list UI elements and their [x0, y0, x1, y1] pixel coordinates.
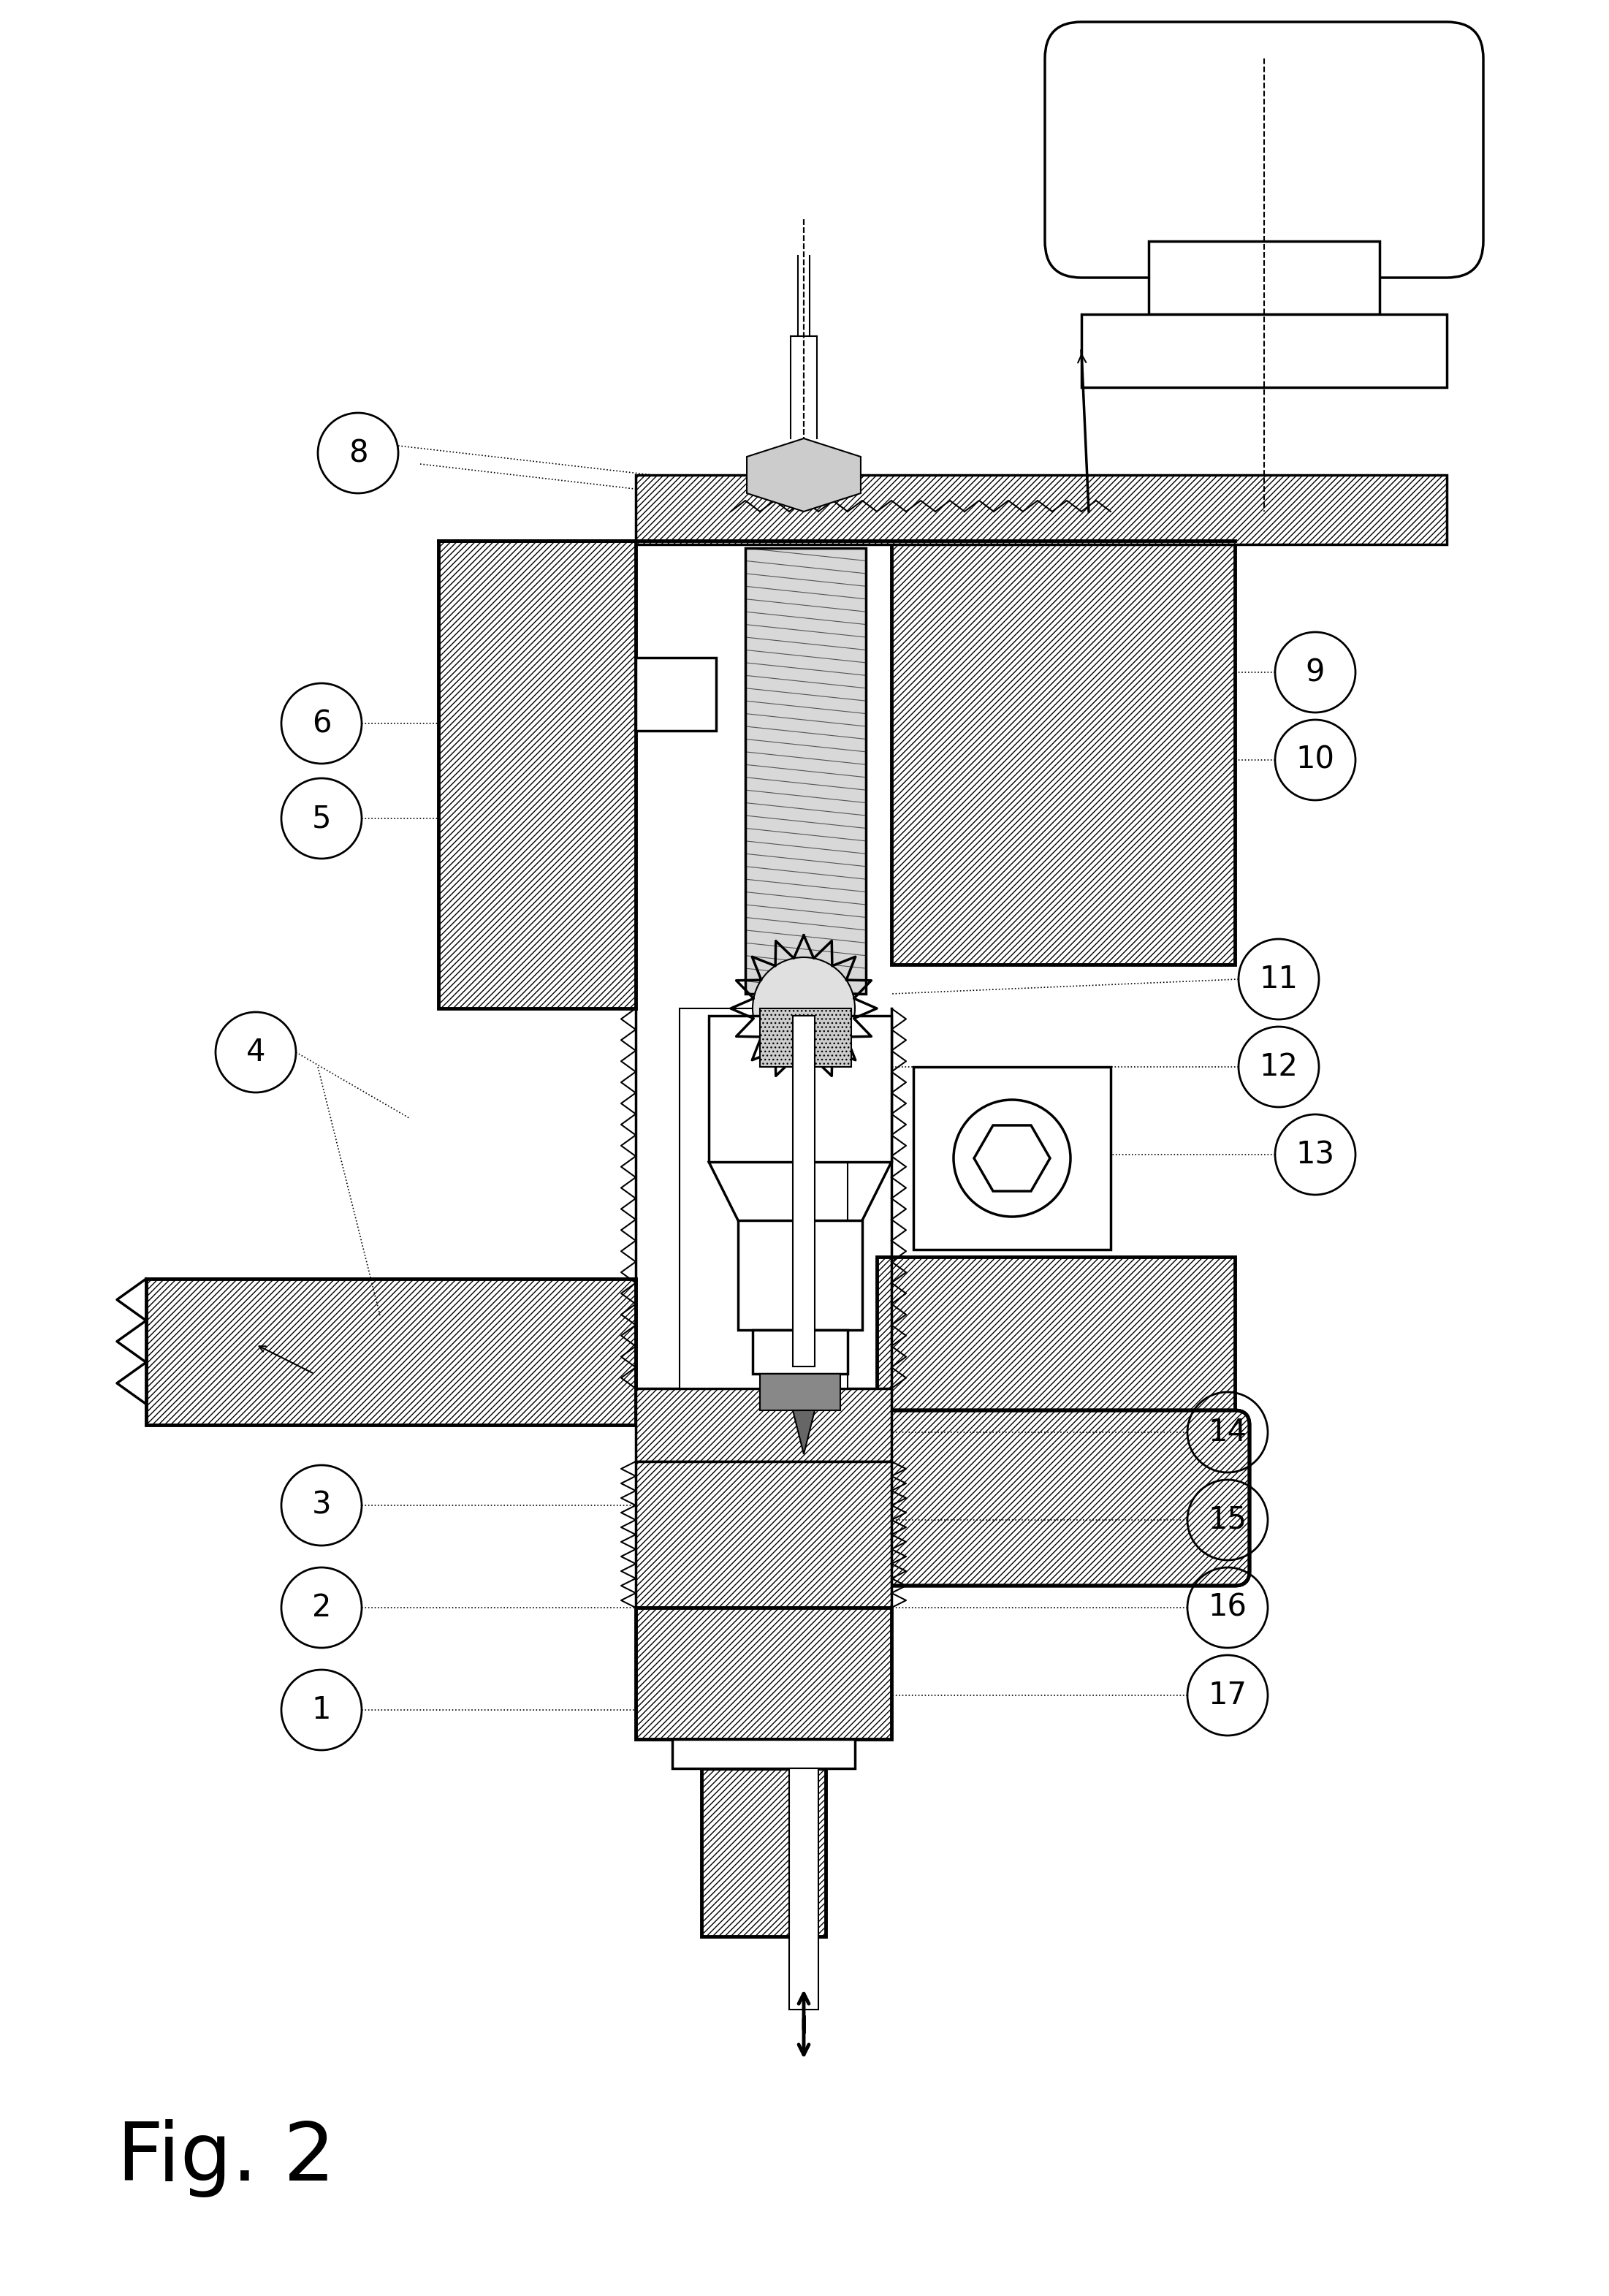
- Text: 11: 11: [1260, 964, 1298, 994]
- Polygon shape: [747, 439, 861, 512]
- Bar: [759, 1373, 840, 1410]
- Bar: [793, 1015, 814, 1366]
- Bar: [877, 1256, 1234, 1426]
- Bar: [636, 1463, 891, 1607]
- Text: 3: 3: [312, 1490, 331, 1520]
- Bar: [759, 1008, 851, 1068]
- Text: 13: 13: [1295, 1139, 1335, 1171]
- Text: 6: 6: [312, 707, 331, 739]
- Text: 8: 8: [348, 439, 368, 468]
- Bar: [636, 1607, 891, 1738]
- FancyBboxPatch shape: [862, 1410, 1250, 1587]
- Text: 5: 5: [312, 804, 331, 833]
- Bar: [891, 542, 1234, 964]
- Bar: [745, 549, 866, 994]
- Text: 9: 9: [1305, 657, 1324, 687]
- Bar: [636, 1389, 891, 1463]
- Circle shape: [753, 957, 854, 1058]
- Bar: [1081, 315, 1446, 388]
- Text: 16: 16: [1208, 1593, 1247, 1623]
- Bar: [679, 1008, 848, 1389]
- Bar: [146, 1279, 636, 1426]
- Bar: [710, 1015, 891, 1162]
- Text: Fig. 2: Fig. 2: [117, 2119, 335, 2197]
- Bar: [702, 1768, 825, 1936]
- Bar: [636, 657, 716, 730]
- Text: 1: 1: [312, 1694, 331, 1724]
- Text: 10: 10: [1295, 744, 1334, 776]
- Bar: [753, 1329, 848, 1373]
- Bar: [1149, 241, 1379, 315]
- Text: 17: 17: [1208, 1681, 1247, 1711]
- Bar: [914, 1068, 1110, 1249]
- Bar: [673, 1738, 854, 1768]
- Bar: [745, 549, 866, 994]
- Text: 14: 14: [1208, 1417, 1247, 1446]
- Bar: [788, 1768, 819, 2009]
- Text: 2: 2: [312, 1593, 331, 1623]
- Bar: [636, 475, 1446, 544]
- Text: 12: 12: [1260, 1052, 1298, 1081]
- Text: 4: 4: [246, 1038, 265, 1068]
- Bar: [739, 1221, 862, 1329]
- Polygon shape: [793, 1410, 814, 1453]
- Text: 15: 15: [1208, 1504, 1247, 1536]
- Bar: [438, 542, 636, 1008]
